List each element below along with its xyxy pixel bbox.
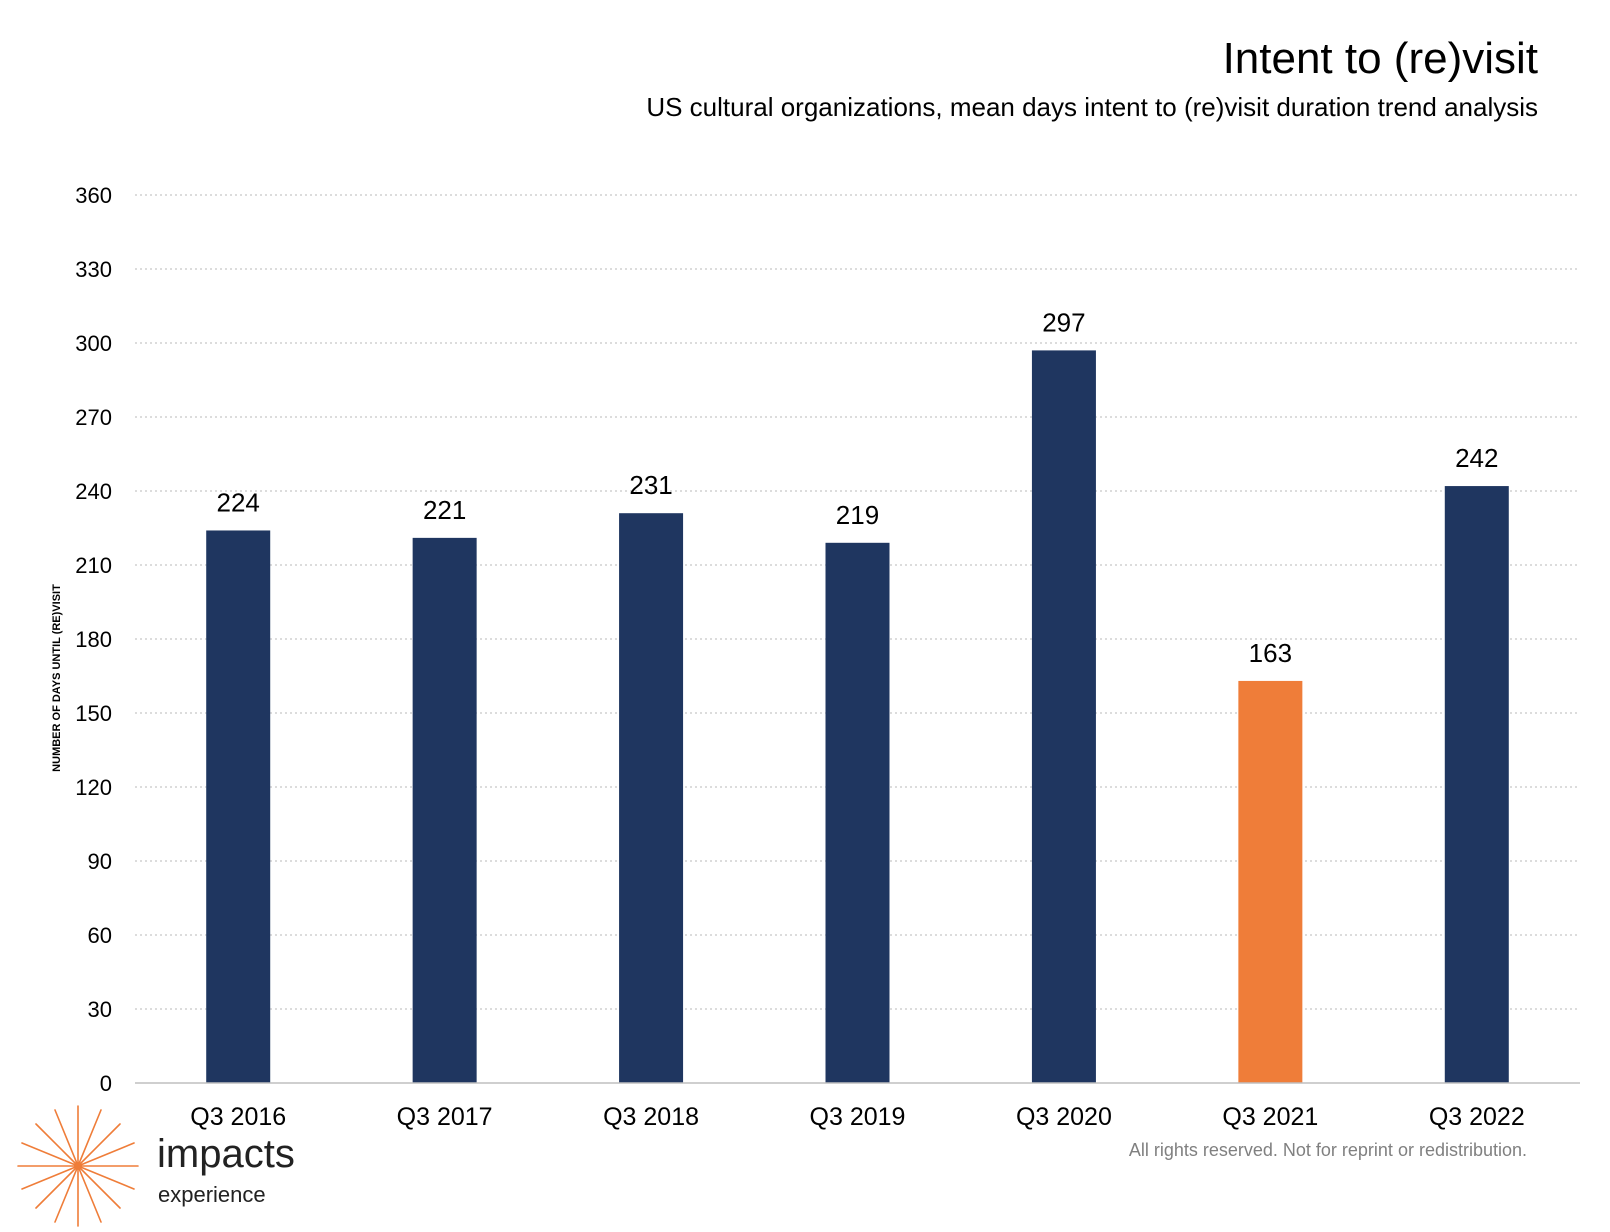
chart-subtitle: US cultural organizations, mean days int… <box>646 92 1538 122</box>
y-tick-label: 330 <box>75 257 112 282</box>
bar <box>1444 486 1509 1084</box>
bar <box>1238 680 1303 1083</box>
logo-wordmark: impacts <box>157 1132 295 1176</box>
copyright-notice: All rights reserved. Not for reprint or … <box>1128 1140 1527 1160</box>
data-label: 219 <box>836 500 879 530</box>
data-label: 297 <box>1042 307 1085 337</box>
bar <box>619 513 684 1083</box>
starburst-logo-icon <box>17 1105 139 1227</box>
y-tick-label: 30 <box>88 997 112 1022</box>
x-tick-label: Q3 2018 <box>603 1103 699 1131</box>
data-label: 163 <box>1249 638 1292 668</box>
y-tick-label: 300 <box>75 331 112 356</box>
data-label: 231 <box>629 470 672 500</box>
y-tick-label: 210 <box>75 553 112 578</box>
impacts-experience-logo: impacts experience <box>14 1104 314 1228</box>
x-tick-label: Q3 2017 <box>397 1103 493 1131</box>
y-tick-label: 90 <box>88 849 112 874</box>
x-tick-label: Q3 2019 <box>810 1103 906 1131</box>
gridlines <box>135 194 1580 1010</box>
y-tick-label: 240 <box>75 479 112 504</box>
data-labels: 224 221 231 219 297 163 242 <box>217 307 1499 668</box>
x-tick-label: Q3 2022 <box>1429 1103 1525 1131</box>
y-tick-label: 360 <box>75 183 112 208</box>
y-tick-label: 180 <box>75 627 112 652</box>
x-axis-ticks: Q3 2016 Q3 2017 Q3 2018 Q3 2019 Q3 2020 Q3 20… <box>190 1103 1524 1131</box>
chart-title: Intent to (re)visit <box>1222 34 1538 83</box>
y-tick-label: 120 <box>75 775 112 800</box>
bar <box>206 530 271 1083</box>
y-tick-label: 0 <box>100 1071 112 1096</box>
bar <box>412 537 477 1083</box>
y-tick-label: 150 <box>75 701 112 726</box>
y-tick-label: 60 <box>88 923 112 948</box>
bar <box>825 542 890 1083</box>
data-label: 221 <box>423 495 466 525</box>
x-tick-label: Q3 2021 <box>1222 1103 1318 1131</box>
y-axis-ticks: 0 30 60 90 120 150 180 210 240 270 300 330 360 <box>75 183 112 1096</box>
bar <box>1031 350 1096 1083</box>
data-label: 242 <box>1455 443 1498 473</box>
x-tick-label: Q3 2020 <box>1016 1103 1112 1131</box>
data-label: 224 <box>217 487 260 517</box>
logo-subtitle: experience <box>158 1182 266 1207</box>
x-tick-label: Q3 2016 <box>190 1103 286 1131</box>
bars <box>206 350 1509 1084</box>
y-tick-label: 270 <box>75 405 112 430</box>
